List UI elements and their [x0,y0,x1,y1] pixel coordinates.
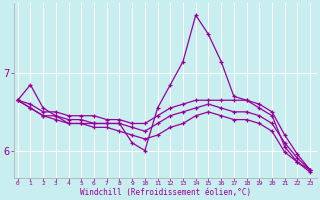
X-axis label: Windchill (Refroidissement éolien,°C): Windchill (Refroidissement éolien,°C) [80,188,251,197]
